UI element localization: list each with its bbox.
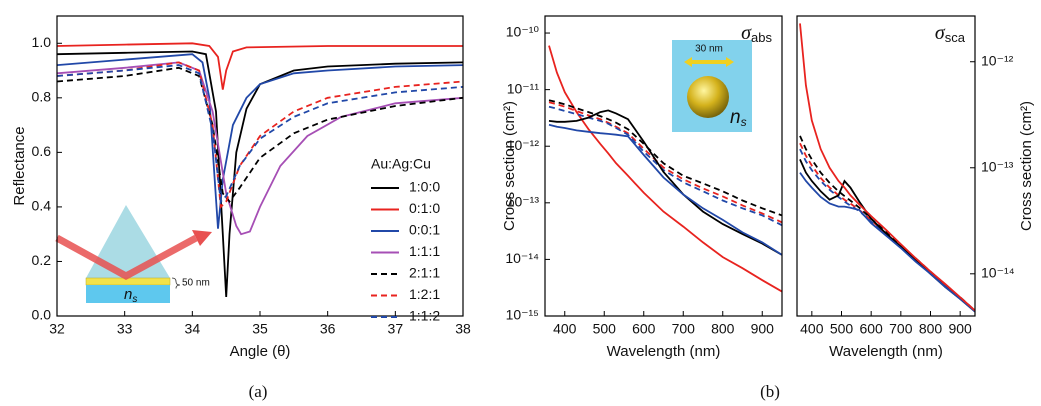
x-tick-label: 600 xyxy=(632,321,656,337)
y-tick-label: 10⁻¹³ xyxy=(507,194,540,210)
y-tick-label: 1.0 xyxy=(32,34,52,50)
series-line xyxy=(799,23,975,312)
title-symbol: σ xyxy=(741,22,752,44)
legend-label: 1:1:1 xyxy=(409,243,440,259)
x-tick-label: 900 xyxy=(751,321,775,337)
series-line xyxy=(57,50,463,297)
prism-inset: 50 nm ns xyxy=(55,205,212,305)
plot-frame xyxy=(544,15,783,317)
x-tick-label: 38 xyxy=(455,321,471,337)
x-tick-label: 500 xyxy=(593,321,617,337)
x-tick-label: 600 xyxy=(859,321,883,337)
legend-label: 1:0:0 xyxy=(409,179,440,195)
series-line xyxy=(57,61,463,209)
panel-title: σsca xyxy=(935,22,966,46)
y-tick-label: 10⁻¹⁰ xyxy=(506,24,540,40)
y-tick-label: 10⁻¹¹ xyxy=(507,80,540,96)
x-axis-label: Wavelength (nm) xyxy=(607,343,721,360)
series-line xyxy=(57,66,463,203)
x-axis-label: Wavelength (nm) xyxy=(829,343,943,360)
series-line xyxy=(57,64,463,204)
title-symbol: σ xyxy=(935,22,946,44)
y-tick-label: 10⁻¹² xyxy=(507,137,540,153)
series-line xyxy=(799,142,975,312)
index-label: ns xyxy=(730,107,747,129)
thickness-label: 50 nm xyxy=(182,278,210,289)
y-axis-label: Cross section (cm²) xyxy=(1018,101,1035,231)
y-axis-label: Cross section (cm²) xyxy=(501,101,518,231)
y-tick-label: 10⁻¹² xyxy=(981,52,1014,68)
panel-caption: (b) xyxy=(760,382,780,401)
legend-label: 2:1:1 xyxy=(409,265,440,281)
legend-label: 1:2:1 xyxy=(409,286,440,302)
x-tick-label: 35 xyxy=(252,321,268,337)
x-tick-label: 36 xyxy=(320,321,336,337)
series-line xyxy=(548,99,782,217)
legend-title: Au:Ag:Cu xyxy=(371,156,431,172)
x-tick-label: 800 xyxy=(919,321,943,337)
y-tick-label: 10⁻¹³ xyxy=(981,158,1014,174)
series-line xyxy=(799,172,975,313)
series-line xyxy=(548,101,782,224)
series-line xyxy=(799,135,975,312)
x-tick-label: 700 xyxy=(889,321,913,337)
series-line xyxy=(57,61,463,236)
x-tick-label: 400 xyxy=(800,321,824,337)
panel-caption: (a) xyxy=(249,382,268,401)
panel-title: σabs xyxy=(741,22,772,46)
x-tick-label: 900 xyxy=(948,321,972,337)
y-tick-label: 10⁻¹⁵ xyxy=(506,307,539,323)
series-line xyxy=(57,42,463,90)
y-tick-label: 0.0 xyxy=(32,307,52,323)
y-tick-label: 0.8 xyxy=(32,89,52,105)
series-line xyxy=(548,109,782,256)
series-line xyxy=(548,105,782,227)
legend-label: 0:1:0 xyxy=(409,200,440,216)
particle-inset: 30 nm ns xyxy=(672,40,752,132)
y-tick-label: 0.2 xyxy=(32,252,52,268)
x-tick-label: 34 xyxy=(185,321,201,337)
title-subscript: sca xyxy=(945,30,966,45)
x-tick-label: 500 xyxy=(830,321,854,337)
series-line xyxy=(57,53,463,229)
y-tick-label: 10⁻¹⁴ xyxy=(505,250,539,266)
plot-frame xyxy=(796,15,976,317)
title-subscript: abs xyxy=(751,30,772,45)
series-line xyxy=(799,148,975,312)
series-line xyxy=(548,45,782,293)
legend-label: 0:0:1 xyxy=(409,222,440,238)
x-tick-label: 800 xyxy=(711,321,735,337)
y-tick-label: 10⁻¹⁴ xyxy=(981,265,1015,281)
diameter-label: 30 nm xyxy=(695,44,723,55)
x-tick-label: 32 xyxy=(49,321,65,337)
series-line xyxy=(548,123,782,256)
index-label: ns xyxy=(124,286,137,305)
y-axis-label: Reflectance xyxy=(11,126,28,205)
x-tick-label: 700 xyxy=(672,321,696,337)
x-tick-label: 37 xyxy=(388,321,404,337)
y-tick-label: 0.4 xyxy=(32,198,52,214)
x-tick-label: 33 xyxy=(117,321,133,337)
y-tick-label: 0.6 xyxy=(32,143,52,159)
x-tick-label: 400 xyxy=(553,321,577,337)
legend-label: 1:1:2 xyxy=(409,308,440,324)
x-axis-label: Angle (θ) xyxy=(230,343,291,360)
